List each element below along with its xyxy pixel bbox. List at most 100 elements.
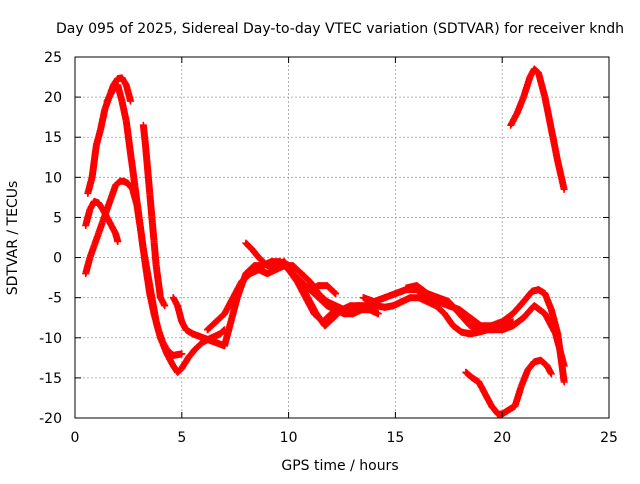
data-trail bbox=[213, 310, 228, 325]
data-trail bbox=[290, 262, 305, 277]
data-trail bbox=[510, 299, 527, 317]
data-trail bbox=[204, 318, 219, 333]
data-trail bbox=[456, 311, 473, 329]
data-trail bbox=[82, 255, 94, 276]
data-trail bbox=[127, 151, 139, 188]
data-trail bbox=[191, 339, 206, 353]
data-trail bbox=[552, 331, 568, 368]
data-point bbox=[374, 310, 382, 318]
x-axis-label: GPS time / hours bbox=[281, 458, 398, 474]
data-trail bbox=[441, 311, 456, 329]
data-trail bbox=[230, 279, 245, 300]
y-tick-label: -10 bbox=[39, 331, 62, 347]
data-trail bbox=[541, 95, 555, 132]
y-axis-label: SDTVAR / TECUs bbox=[5, 181, 21, 296]
data-trail bbox=[298, 270, 313, 285]
data-trail bbox=[152, 263, 162, 284]
chart-title: Day 095 of 2025, Sidereal Day-to-day VTE… bbox=[56, 21, 624, 37]
y-tick-label: 0 bbox=[53, 251, 62, 267]
data-trail bbox=[514, 95, 527, 116]
data-trail bbox=[238, 270, 253, 285]
data-trail bbox=[322, 314, 337, 329]
data-trail bbox=[221, 295, 236, 316]
data-trail bbox=[542, 311, 559, 336]
data-trail bbox=[84, 175, 96, 196]
data-trail bbox=[510, 314, 527, 329]
data-trail bbox=[255, 254, 270, 269]
data-trail bbox=[133, 203, 145, 236]
y-tick-label: 15 bbox=[44, 130, 62, 146]
x-tick-label: 5 bbox=[177, 430, 186, 446]
data-trail bbox=[97, 107, 109, 132]
data-point bbox=[114, 238, 122, 246]
data-trail bbox=[155, 279, 164, 300]
y-tick-label: 25 bbox=[44, 50, 62, 66]
data-trail bbox=[142, 143, 151, 172]
series-arc-5 bbox=[139, 121, 169, 310]
data-trail bbox=[324, 282, 339, 297]
data-trail bbox=[150, 311, 162, 332]
x-tick-label: 10 bbox=[280, 430, 298, 446]
plot-frame bbox=[74, 56, 610, 419]
x-tick-label: 15 bbox=[386, 430, 404, 446]
axes: 0 5 10 15 20 25 -20 -15 -10 -5 0 5 10 15 20 25 bbox=[39, 50, 618, 446]
data-trail bbox=[137, 231, 149, 268]
data-points bbox=[82, 65, 568, 418]
series-arc-4 bbox=[82, 197, 122, 246]
grid bbox=[75, 57, 609, 418]
data-trail bbox=[221, 319, 234, 348]
data-trail bbox=[88, 143, 100, 180]
data-trail bbox=[150, 239, 160, 268]
data-trail bbox=[330, 306, 345, 321]
data-point bbox=[332, 290, 340, 298]
data-trail bbox=[305, 295, 320, 316]
data-trail bbox=[315, 294, 330, 309]
y-tick-label: -5 bbox=[48, 291, 62, 307]
series-arc-9 bbox=[280, 262, 365, 318]
data-trail bbox=[520, 75, 533, 100]
data-point bbox=[127, 97, 135, 105]
data-point bbox=[178, 350, 186, 358]
y-tick-label: 5 bbox=[53, 210, 62, 226]
data-trail bbox=[499, 310, 516, 325]
data-trail bbox=[174, 303, 185, 324]
data-point bbox=[560, 378, 568, 386]
x-tick-label: 0 bbox=[71, 430, 80, 446]
data-trail bbox=[467, 314, 484, 329]
y-tick-label: -20 bbox=[39, 411, 62, 427]
data-trail bbox=[414, 282, 431, 297]
series-arc-14 bbox=[507, 65, 568, 193]
data-trail bbox=[144, 167, 154, 196]
data-trail bbox=[531, 302, 548, 317]
data-trail bbox=[118, 99, 130, 124]
x-tick-label: 20 bbox=[493, 430, 511, 446]
data-trail bbox=[146, 191, 156, 220]
data-trail bbox=[512, 384, 525, 408]
data-point bbox=[560, 362, 568, 370]
data-trail bbox=[433, 302, 448, 317]
y-tick-label: 10 bbox=[44, 170, 62, 186]
data-trail bbox=[227, 295, 241, 324]
series-arc-13 bbox=[462, 356, 555, 418]
data-trail bbox=[307, 286, 322, 301]
data-trail bbox=[535, 71, 548, 100]
data-trail bbox=[140, 123, 149, 148]
data-point bbox=[560, 185, 568, 193]
y-tick-label: -15 bbox=[39, 371, 62, 387]
data-point bbox=[161, 302, 169, 310]
y-tick-label: 20 bbox=[44, 90, 62, 106]
data-trail bbox=[450, 322, 465, 336]
series-arc-12 bbox=[402, 282, 568, 370]
data-trail bbox=[518, 367, 531, 388]
data-trail bbox=[123, 119, 134, 156]
data-trail bbox=[456, 306, 473, 321]
x-tick-label: 25 bbox=[600, 430, 618, 446]
data-trail bbox=[148, 215, 158, 244]
data-trail bbox=[542, 291, 555, 312]
data-trail bbox=[446, 299, 463, 317]
data-trail bbox=[520, 288, 535, 305]
data-trail bbox=[554, 159, 568, 192]
data-point bbox=[547, 370, 555, 378]
